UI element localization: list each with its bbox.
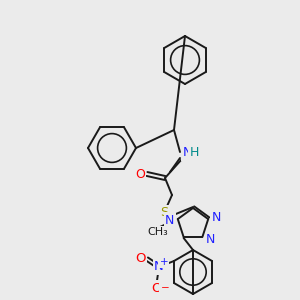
Text: N: N <box>165 214 175 226</box>
Text: N: N <box>212 211 221 224</box>
Text: O: O <box>136 253 146 266</box>
Text: O: O <box>135 167 145 181</box>
Text: N: N <box>182 146 192 160</box>
Text: +: + <box>160 257 168 267</box>
Text: H: H <box>189 146 199 160</box>
Text: N: N <box>206 233 215 246</box>
Text: −: − <box>160 283 169 293</box>
Text: N: N <box>154 260 164 274</box>
Text: S: S <box>160 206 168 220</box>
Text: CH₃: CH₃ <box>147 227 168 237</box>
Text: O: O <box>152 281 162 295</box>
